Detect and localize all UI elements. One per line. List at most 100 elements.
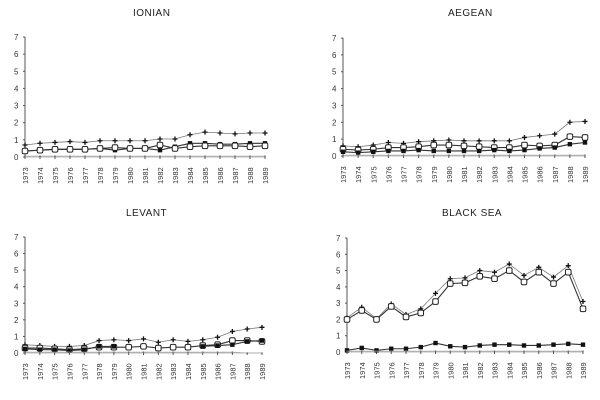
- filled-square-marker: [433, 340, 438, 346]
- plus-marker: [522, 134, 527, 140]
- open-square-marker: [21, 147, 29, 155]
- filled-square-marker: [507, 342, 512, 347]
- chart-aegean: 0 1 2 3 4 5 6 7 1973 1974 1975 1976 1977 1978 1979 1980…: [332, 34, 590, 183]
- plus-marker: [433, 290, 438, 296]
- filled-square-marker: [244, 339, 250, 344]
- x-tick-label: 1977: [80, 363, 89, 380]
- filled-square-marker: [507, 148, 512, 154]
- dot-marker: [24, 351, 26, 353]
- chart-black-sea: 0 1 2 3 4 5 6 7 1973 1974 1975 1976 1977 1978 1979 1980…: [336, 234, 588, 379]
- filled-square-marker: [582, 140, 588, 145]
- dot-marker: [53, 351, 56, 353]
- plus-marker: [111, 337, 117, 343]
- x-tick-label: 1980: [446, 362, 455, 379]
- x-tick-label: 1983: [491, 362, 500, 379]
- plus-marker: [172, 136, 178, 142]
- x-tick-label: 1982: [475, 166, 484, 183]
- plus-marker: [200, 337, 206, 343]
- y-tick-label: 7: [14, 33, 19, 42]
- y-tick-label: 2: [14, 316, 19, 325]
- y-tick-label: 3: [14, 299, 19, 308]
- dot-marker: [204, 155, 206, 157]
- filled-square-marker: [22, 346, 28, 352]
- plus-marker: [141, 336, 146, 342]
- dot-marker: [68, 351, 71, 353]
- dot-marker: [478, 154, 480, 156]
- dot-marker: [129, 155, 131, 157]
- open-square-marker: [432, 298, 439, 305]
- filled-square-marker: [521, 343, 527, 348]
- dot-marker: [174, 155, 176, 157]
- x-tick-label: 1989: [579, 362, 588, 379]
- plus-marker: [506, 261, 512, 267]
- dot-marker: [357, 154, 359, 156]
- open-square-marker: [81, 145, 89, 153]
- plus-marker: [262, 130, 268, 136]
- open-square-marker: [373, 316, 380, 323]
- x-tick-label: 1984: [505, 166, 514, 183]
- open-square-marker: [579, 305, 587, 313]
- plus-marker: [244, 326, 250, 332]
- filled-square-marker: [401, 148, 406, 154]
- open-square-marker: [535, 268, 543, 276]
- y-tick-label: 6: [14, 250, 19, 259]
- dot-marker: [523, 350, 525, 352]
- open-square-marker: [184, 343, 192, 351]
- x-tick-label: 1987: [228, 363, 237, 380]
- dot-marker: [187, 351, 189, 353]
- x-tick-label: 1989: [258, 363, 267, 380]
- dot-marker: [24, 155, 26, 157]
- dot-marker: [523, 154, 526, 156]
- x-tick-label: 1986: [216, 167, 225, 184]
- dot-marker: [159, 155, 161, 157]
- dot-marker: [449, 350, 452, 352]
- filled-square-marker: [522, 147, 527, 153]
- y-tick-label: 7: [14, 233, 19, 242]
- open-square-marker: [417, 309, 425, 317]
- filled-square-marker: [200, 344, 205, 349]
- filled-square-marker: [461, 148, 467, 154]
- plus-marker: [155, 339, 161, 345]
- plus-marker: [217, 130, 223, 136]
- dot-marker: [464, 350, 466, 352]
- chart-title-aegean: AEGEAN: [448, 8, 493, 19]
- plus-marker: [229, 328, 235, 334]
- dot-marker: [569, 154, 571, 156]
- plus-marker: [157, 136, 163, 142]
- plus-marker: [567, 119, 573, 125]
- filled-square-marker: [477, 343, 482, 348]
- x-tick-label: 1981: [140, 363, 149, 380]
- x-tick-label: 1984: [505, 362, 514, 379]
- open-square-marker: [461, 279, 469, 287]
- x-tick-label: 1981: [461, 362, 470, 379]
- chart-title-levant: LEVANT: [126, 208, 168, 219]
- dot-marker: [537, 350, 540, 352]
- filled-square-marker: [566, 341, 571, 347]
- dot-marker: [98, 351, 100, 353]
- dot-marker: [39, 155, 41, 157]
- filled-square-marker: [340, 149, 346, 154]
- filled-square-marker: [551, 342, 556, 347]
- x-tick-label: 1985: [201, 167, 210, 184]
- open-square-marker: [581, 134, 589, 141]
- y-tick-label: 1: [14, 332, 19, 341]
- y-tick-label: 4: [332, 85, 337, 94]
- dot-marker: [342, 154, 344, 156]
- dot-marker: [417, 154, 420, 156]
- plus-marker: [477, 268, 483, 274]
- plus-marker: [142, 138, 148, 144]
- y-tick-label: 7: [332, 34, 337, 43]
- plus-marker: [232, 131, 238, 137]
- open-square-marker: [111, 144, 119, 151]
- dot-marker: [405, 350, 407, 352]
- dot-marker: [69, 155, 71, 157]
- open-square-marker: [430, 141, 438, 149]
- dot-marker: [538, 154, 541, 156]
- dot-marker: [219, 155, 221, 157]
- x-tick-label: 1988: [243, 363, 252, 380]
- y-tick-label: 3: [14, 102, 19, 111]
- filled-square-marker: [215, 343, 220, 348]
- dot-marker: [552, 350, 555, 352]
- plus-marker: [96, 338, 102, 344]
